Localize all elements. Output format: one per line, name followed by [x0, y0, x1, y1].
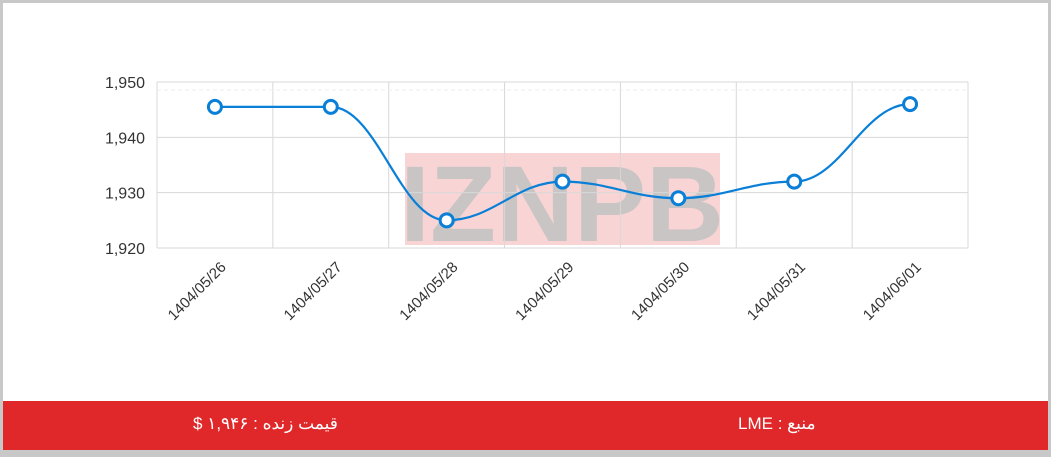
x-tick-label: 1404/05/29 — [512, 259, 577, 324]
chart-panel: IZNPB 1,920 1,930 1,940 1,950 1404/05/26 1404/… — [3, 3, 1048, 450]
live-price: قیمت زنده : ۱,۹۴۶ $ — [193, 414, 338, 433]
y-tick-label: 1,940 — [105, 130, 145, 147]
data-point — [670, 190, 687, 207]
info-bar: قیمت زنده : ۱,۹۴۶ $ منبع : LME — [3, 401, 1048, 450]
watermark-logo: IZNPB — [400, 143, 724, 264]
data-point — [902, 96, 919, 113]
y-tick-label: 1,930 — [105, 186, 145, 203]
x-tick-label: 1404/05/27 — [281, 259, 346, 324]
y-tick-label: 1,920 — [105, 241, 145, 258]
x-tick-label: 1404/05/30 — [628, 259, 693, 324]
x-tick-label: 1404/05/28 — [396, 259, 461, 324]
x-tick-label: 1404/05/26 — [165, 259, 230, 324]
x-tick-label: 1404/05/31 — [744, 259, 809, 324]
data-point — [786, 173, 803, 190]
source-label: منبع : LME — [738, 414, 816, 433]
data-point — [206, 98, 223, 115]
data-point — [322, 98, 339, 115]
data-point — [438, 212, 455, 229]
y-tick-label: 1,950 — [105, 75, 145, 92]
line-chart: IZNPB 1,920 1,930 1,940 1,950 1404/05/26 1404/… — [105, 75, 969, 324]
watermark-bg — [405, 153, 720, 245]
x-tick-label: 1404/06/01 — [860, 259, 925, 324]
data-point — [554, 173, 571, 190]
